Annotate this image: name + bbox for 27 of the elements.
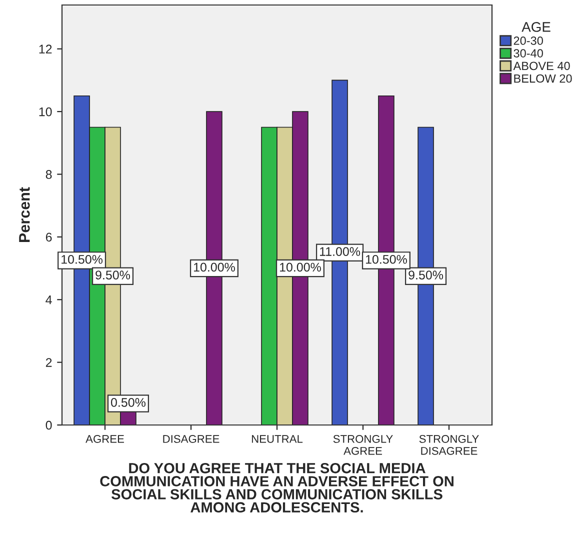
data-label: 10.50% bbox=[366, 254, 407, 264]
y-tick-label: 0 bbox=[46, 420, 52, 430]
data-label: 11.00% bbox=[320, 247, 360, 256]
legend-label: BELOW 20 bbox=[514, 74, 572, 83]
x-axis-title: DO YOU AGREE THAT THE SOCIAL MEDIA COMMUNICATION HAVE AN ADVERSE EFFECT ON SOCIAL SKILLS AND COMMUNICATION SKILLS AMONG ADOLESCENTS. bbox=[100, 462, 454, 513]
x-tick-label: NEUTRAL bbox=[252, 435, 303, 443]
data-label: 0.50% bbox=[110, 398, 146, 407]
y-tick-label: 10 bbox=[39, 107, 52, 116]
data-label: 10.00% bbox=[194, 262, 235, 272]
y-tick-label: 8 bbox=[46, 170, 52, 179]
legend-label: ABOVE 40 bbox=[513, 62, 570, 70]
x-tick-label: STRONGLY DISAGREE bbox=[419, 435, 479, 455]
y-tick-label: 12 bbox=[39, 44, 52, 54]
data-label: 10.50% bbox=[62, 254, 103, 264]
y-tick-label: 6 bbox=[46, 232, 52, 242]
y-axis-title: Percent bbox=[19, 187, 30, 242]
legend-title: AGE bbox=[522, 22, 550, 32]
x-tick-label: DISAGREE bbox=[163, 435, 220, 443]
x-tick-label: AGREE bbox=[86, 435, 124, 443]
legend-label: 20-30 bbox=[514, 36, 543, 45]
y-tick-label: 4 bbox=[46, 296, 52, 304]
legend-label: 30-40 bbox=[514, 49, 543, 58]
data-label: 9.50% bbox=[408, 270, 444, 280]
y-tick-label: 2 bbox=[46, 358, 52, 367]
data-label: 10.00% bbox=[280, 262, 321, 272]
data-label: 9.50% bbox=[96, 270, 130, 280]
x-tick-label: STRONGLY AGREE bbox=[333, 435, 393, 455]
